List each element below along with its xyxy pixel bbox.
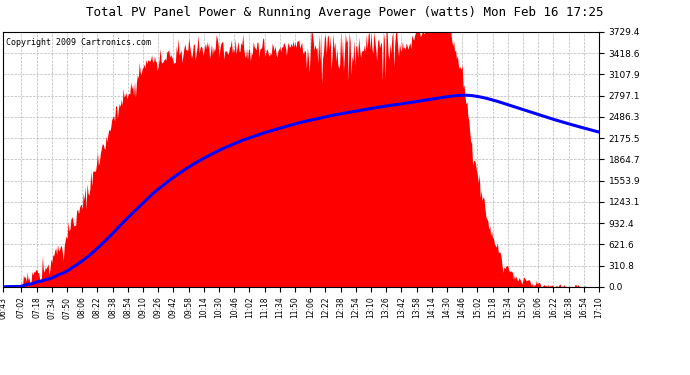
Text: Total PV Panel Power & Running Average Power (watts) Mon Feb 16 17:25: Total PV Panel Power & Running Average P… — [86, 6, 604, 19]
Text: Copyright 2009 Cartronics.com: Copyright 2009 Cartronics.com — [6, 38, 151, 47]
